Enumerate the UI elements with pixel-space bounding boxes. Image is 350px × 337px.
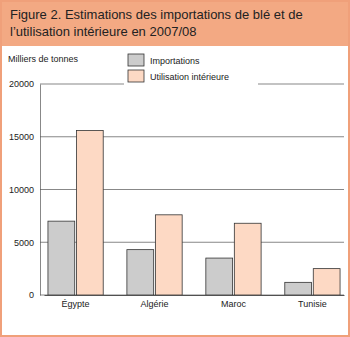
y-tick-label: 20000: [9, 79, 34, 89]
x-tick: Algérie: [141, 295, 169, 309]
y-tick: 15000: [9, 132, 40, 142]
legend-swatch: [128, 70, 144, 82]
title: Figure 2. Estimations des importations d…: [2, 2, 348, 46]
x-tick: Maroc: [221, 295, 247, 309]
legend-label: Importations: [150, 56, 200, 66]
y-tick-label: 15000: [9, 132, 34, 142]
y-tick: 0: [29, 290, 40, 300]
x-tick-label: Maroc: [221, 299, 247, 309]
y-tick-label: 0: [29, 290, 34, 300]
grid: [40, 84, 344, 295]
chart: Milliers de tonnes 0 5000 10000 15000 20000 Ég…: [2, 46, 348, 335]
x-axis: Égypte Algérie Maroc Tunisie: [45, 295, 345, 309]
y-tick: 5000: [14, 238, 40, 248]
x-tick: Tunisie: [298, 295, 327, 309]
legend-item: Importations: [128, 54, 200, 66]
legend-background: [124, 52, 258, 88]
bar: [155, 215, 182, 295]
x-tick: Égypte: [62, 295, 90, 309]
bar: [313, 269, 340, 295]
bar: [48, 221, 75, 295]
x-axis-line: [45, 295, 345, 296]
y-tick-label: 10000: [9, 185, 34, 195]
y-tick: 10000: [9, 185, 40, 195]
x-tick-label: Tunisie: [298, 299, 327, 309]
bar: [206, 258, 233, 295]
legend-swatch: [128, 54, 144, 66]
x-tick-label: Égypte: [62, 299, 90, 309]
bar: [234, 223, 261, 295]
legend: Importations Utilisation intérieure: [124, 52, 258, 88]
y-axis-line: [40, 85, 41, 296]
y-axis-title: Milliers de tonnes: [8, 54, 79, 64]
y-tick: 20000: [9, 79, 40, 89]
x-tick-label: Algérie: [141, 299, 169, 309]
bar: [127, 250, 154, 295]
bar: [285, 282, 312, 295]
bar: [76, 130, 103, 295]
bars: [48, 130, 340, 295]
legend-label: Utilisation intérieure: [150, 72, 229, 82]
y-tick-label: 5000: [14, 238, 34, 248]
legend-item: Utilisation intérieure: [128, 70, 229, 82]
y-axis: 0 5000 10000 15000 20000: [9, 79, 41, 300]
